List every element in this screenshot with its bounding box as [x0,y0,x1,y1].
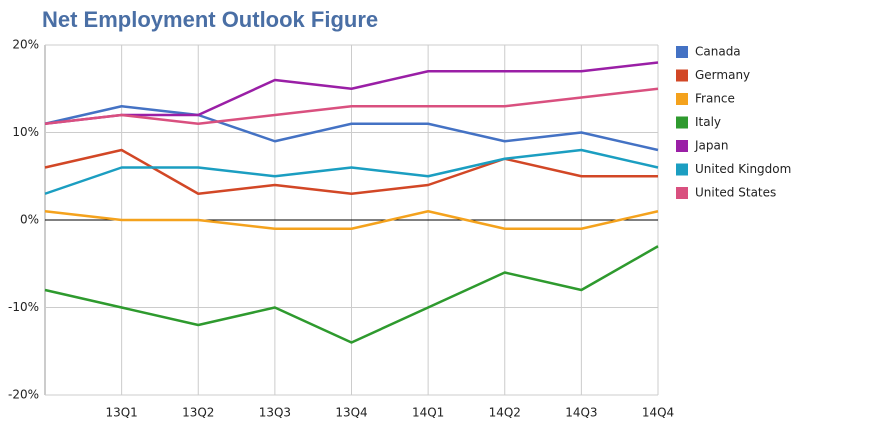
legend-swatch [676,116,688,129]
legend-label: Japan [694,139,728,153]
legend-swatch [676,187,688,199]
legend-label: France [695,92,735,106]
legend-label: Italy [695,115,721,129]
y-tick-label: 0% [20,213,39,227]
series-line [44,245,659,344]
x-tick-label: 14Q4 [642,406,674,420]
series-line [44,87,659,125]
y-tick-label: -10% [8,300,39,314]
legend-swatch [676,140,688,152]
x-tick-label: 14Q1 [412,406,444,420]
x-tick-label: 13Q4 [335,406,367,420]
series-line [44,148,658,195]
x-tick-label: 13Q3 [259,406,291,420]
x-tick-label: 13Q1 [105,406,137,420]
legend-label: United Kingdom [695,162,791,176]
x-tick-label: 14Q3 [565,406,597,420]
legend-label: United States [695,186,776,200]
legend-swatch [676,93,688,105]
x-tick-label: 14Q2 [489,406,521,420]
series-line [44,148,659,195]
legend-swatch [676,46,688,58]
legend-swatch [676,163,688,176]
y-tick-label: 20% [12,38,39,52]
x-tick-label: 13Q2 [182,406,214,420]
legend-swatch [676,69,688,82]
legend-label: Germany [695,68,750,82]
legend-label: Canada [695,45,741,59]
series-line [44,61,659,125]
y-tick-label: 10% [12,125,39,139]
chart-title: Net Employment Outlook Figure [42,7,378,32]
y-tick-label: -20% [8,388,39,402]
series-line [44,105,659,152]
series-line [44,210,659,230]
